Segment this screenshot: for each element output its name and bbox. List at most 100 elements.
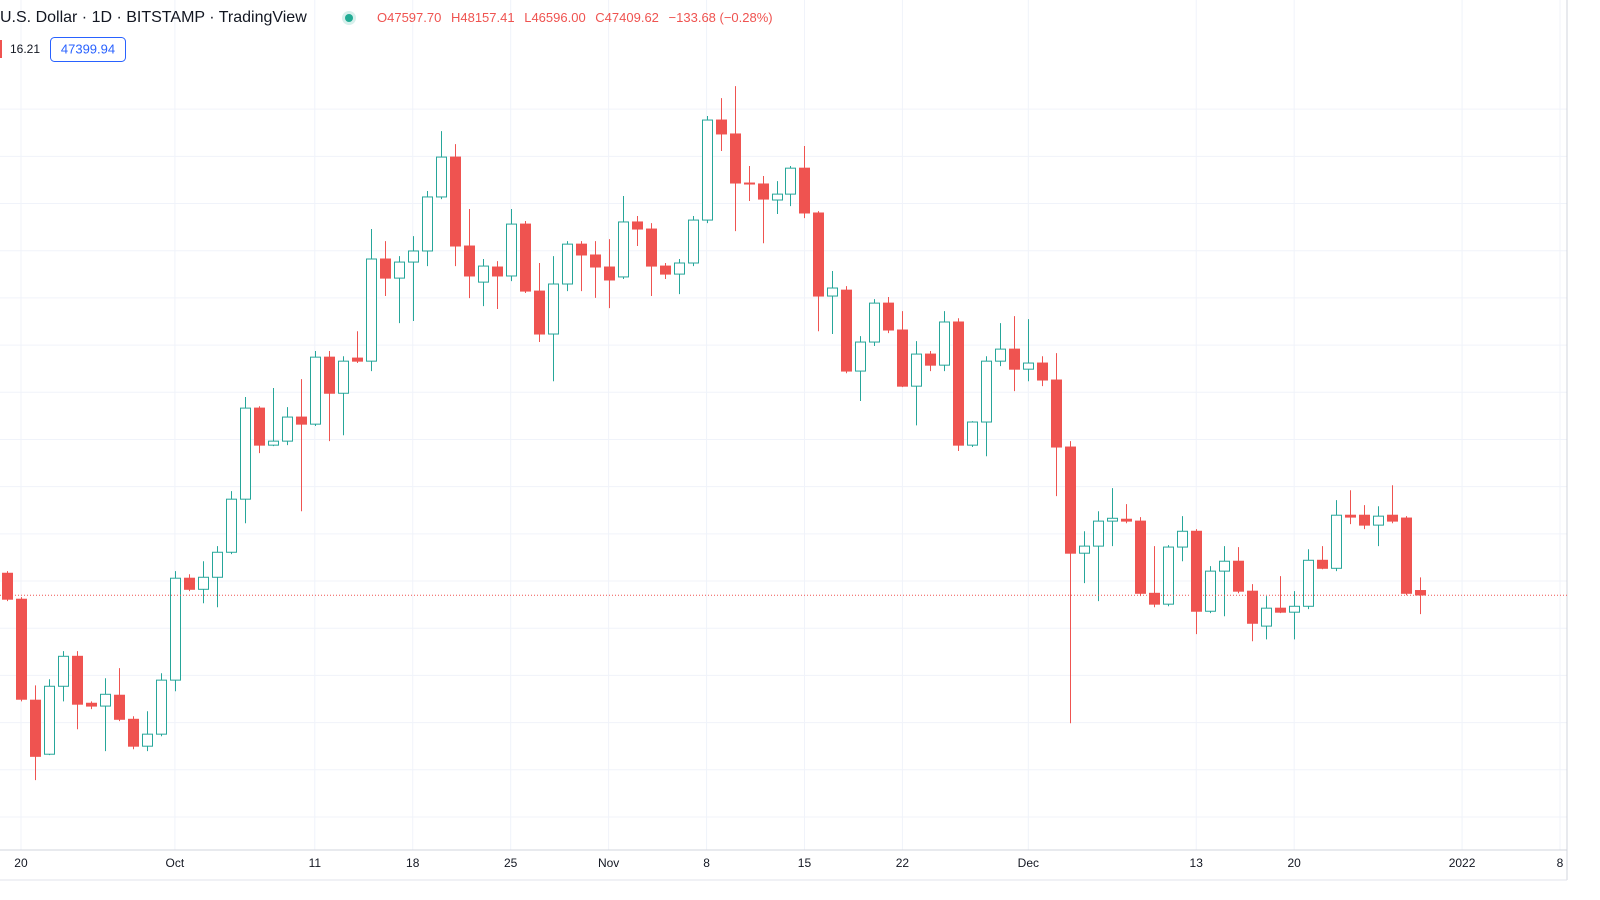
candle-body <box>1219 560 1230 572</box>
candle-body <box>310 356 321 425</box>
candle-body <box>380 258 391 279</box>
candle-body <box>674 262 685 275</box>
candle-body <box>506 223 517 277</box>
x-tick-label: 13 <box>1190 856 1204 870</box>
candle-body <box>590 254 601 268</box>
candle-body <box>576 243 587 256</box>
x-tick-label: Nov <box>598 856 619 870</box>
candle-body <box>1331 514 1342 569</box>
candle-body <box>114 694 125 720</box>
candle-body <box>1191 530 1202 612</box>
candle-body <box>827 287 838 297</box>
candle-body <box>869 302 880 343</box>
candle-body <box>1289 605 1300 613</box>
candle-body <box>646 228 657 267</box>
candle-body <box>198 576 209 590</box>
candle-body <box>925 353 936 366</box>
candle-body <box>799 167 810 214</box>
candle-body <box>128 718 139 747</box>
candle-body <box>16 598 27 700</box>
candle-body <box>1079 545 1090 554</box>
candle-body <box>967 421 978 446</box>
quote-change: −133.68 (−0.28%) <box>669 10 773 25</box>
candle-body <box>170 577 181 681</box>
candle-body <box>1317 559 1328 569</box>
candle-body <box>534 290 545 335</box>
candle-body <box>30 699 41 757</box>
candle-body <box>1107 517 1118 522</box>
x-tick-label: 25 <box>504 856 518 870</box>
candle-body <box>632 221 643 230</box>
candle-body <box>702 119 713 221</box>
candle-body <box>436 156 447 198</box>
candle-body <box>408 250 419 263</box>
candle-body <box>366 258 377 362</box>
candle-body <box>1135 520 1146 594</box>
candle-body <box>212 551 223 578</box>
candle-body <box>184 577 195 590</box>
candle-body <box>1275 607 1286 613</box>
indicator-swatch <box>0 40 2 58</box>
candle-body <box>324 356 335 394</box>
candle-body <box>995 348 1006 362</box>
x-tick-label: 20 <box>14 856 28 870</box>
symbol-title: U.S. Dollar · 1D · BITSTAMP · TradingVie… <box>0 9 307 26</box>
candle-body <box>548 283 559 335</box>
price-badge[interactable] <box>50 37 126 62</box>
candle-body <box>660 265 671 275</box>
quote-low: L46596.00 <box>524 10 585 25</box>
candle-body <box>100 693 111 707</box>
candle-body <box>1247 590 1258 624</box>
candle-body <box>1093 520 1104 547</box>
candle-body <box>688 219 699 264</box>
candle-body <box>226 498 237 553</box>
candle-body <box>716 119 727 135</box>
x-tick-label: 18 <box>406 856 420 870</box>
candle-body <box>841 289 852 372</box>
x-tick-label: Oct <box>166 856 185 870</box>
candle-body <box>520 223 531 292</box>
candle-body <box>1303 559 1314 607</box>
grid <box>0 0 1567 850</box>
candle-body <box>939 321 950 366</box>
x-tick-label: 11 <box>309 856 322 870</box>
candle-body <box>1261 607 1272 627</box>
candle-body <box>1387 514 1398 522</box>
candle-body <box>1415 590 1426 596</box>
candle-body <box>772 193 783 201</box>
candle-body <box>492 266 503 277</box>
candle-body <box>86 702 97 707</box>
candle-body <box>1345 514 1356 518</box>
price-badge-label: 47399.94 <box>61 41 115 56</box>
candle-body <box>1121 518 1132 522</box>
x-tick-label: 20 <box>1287 856 1301 870</box>
candle-body <box>897 329 908 387</box>
candle-body <box>744 182 755 185</box>
candle-body <box>296 416 307 425</box>
candle-body <box>1359 514 1370 526</box>
candle-body <box>268 440 279 446</box>
candle-body <box>142 733 153 747</box>
candle-body <box>911 353 922 387</box>
x-tick-label: 15 <box>798 856 812 870</box>
candle-body <box>1023 362 1034 370</box>
candle-body <box>1163 546 1174 605</box>
candle-body <box>422 196 433 252</box>
candle-body <box>1037 362 1048 381</box>
quote-open: O47597.70 <box>377 10 441 25</box>
candle-body <box>883 302 894 331</box>
candle-body <box>604 266 615 281</box>
candle-body <box>1051 379 1062 448</box>
quote-high: H48157.41 <box>451 10 515 25</box>
candle-body <box>478 265 489 283</box>
candles <box>2 86 1426 781</box>
candle-body <box>981 360 992 423</box>
candle-body <box>730 133 741 184</box>
candle-body <box>240 407 251 500</box>
x-tick-label: 2022 <box>1449 856 1476 870</box>
quote-close: C47409.62 <box>595 10 659 25</box>
candle-body <box>352 357 363 362</box>
candle-body <box>254 407 265 446</box>
candle-body <box>72 655 83 705</box>
